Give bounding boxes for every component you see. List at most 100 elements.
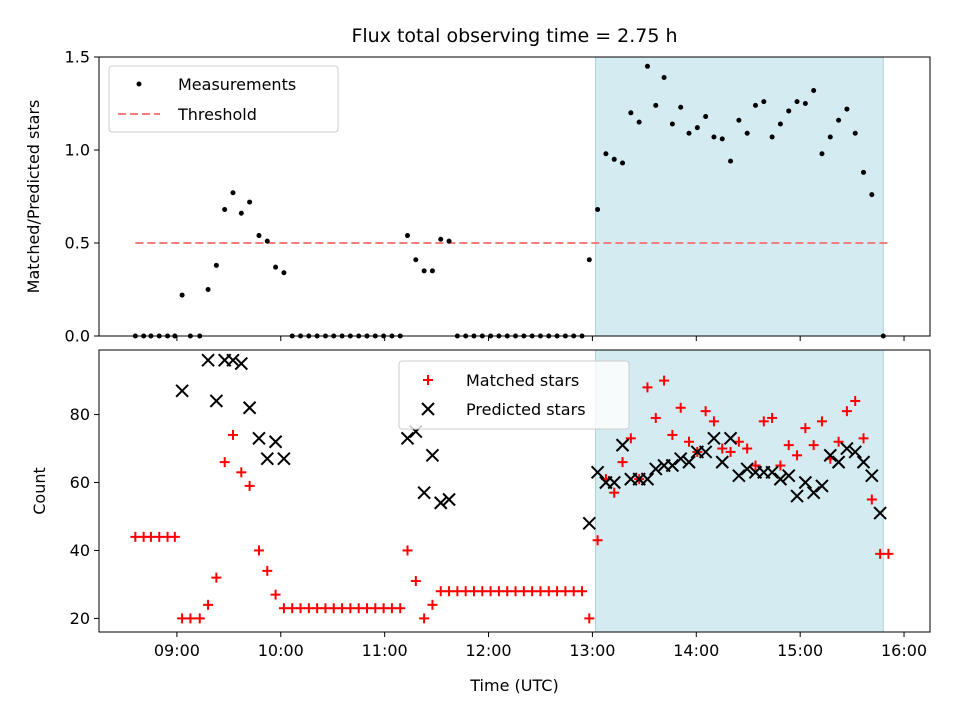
legend-measurements-marker <box>136 81 142 87</box>
measurement-point <box>678 104 684 110</box>
predicted-star-point <box>400 431 415 446</box>
measurement-point <box>644 63 650 69</box>
measurement-point <box>861 169 867 175</box>
matched-star-point <box>211 572 222 583</box>
measurement-point <box>405 233 411 239</box>
bottom-predicted-points <box>175 353 887 530</box>
predicted-star-point <box>790 489 804 503</box>
y-tick-label: 0.0 <box>65 327 90 346</box>
matched-star-point <box>253 545 264 556</box>
measurement-point <box>247 199 253 205</box>
bottom-shaded-region <box>595 349 884 633</box>
matched-star-point <box>219 457 230 468</box>
predicted-star-point <box>277 452 291 466</box>
measurement-point <box>230 190 236 196</box>
predicted-star-point <box>773 472 788 486</box>
predicted-star-point <box>732 469 746 483</box>
measurement-point <box>238 210 244 216</box>
top-y-ticks: 0.0 0.5 1.0 1.5 <box>65 48 99 346</box>
legend-measurements-label: Measurements <box>178 75 296 94</box>
matched-star-point <box>427 599 438 610</box>
chart-title: Flux total observing time = 2.75 h <box>351 25 677 47</box>
bottom-y-axis-label: Count <box>30 467 49 515</box>
measurement-point <box>628 110 634 116</box>
legend-threshold-label: Threshold <box>177 105 257 124</box>
x-tick-label: 10:00 <box>258 641 304 660</box>
matched-star-point <box>841 406 852 417</box>
matched-star-point <box>592 535 603 546</box>
bottom-legend-box <box>398 360 630 430</box>
x-tick-label: 13:00 <box>569 641 615 660</box>
top-panel: Flux total observing time = 2.75 h 0.0 0.… <box>24 25 931 346</box>
predicted-star-point <box>765 465 779 480</box>
predicted-star-point <box>582 516 596 530</box>
predicted-star-point <box>242 401 257 415</box>
predicted-star-point <box>865 469 879 483</box>
measurement-point <box>719 136 725 142</box>
measurement-point <box>769 134 775 140</box>
y-tick-label: 1.5 <box>65 48 90 67</box>
predicted-star-point <box>615 438 630 452</box>
measurement-point <box>429 268 435 274</box>
measurement-point <box>869 192 875 198</box>
predicted-star-point <box>707 431 721 446</box>
matched-star-point <box>584 613 595 624</box>
top-y-axis-label: Matched/Predicted stars <box>24 100 43 294</box>
matched-star-point <box>675 402 686 413</box>
measurement-point <box>636 119 642 125</box>
matched-star-point <box>659 375 670 386</box>
predicted-star-point <box>252 431 266 446</box>
legend-predicted-marker <box>421 402 435 416</box>
predicted-star-point <box>723 431 738 446</box>
y-tick-label: 60 <box>70 473 90 492</box>
predicted-star-point <box>649 462 663 476</box>
predicted-star-point <box>840 441 854 456</box>
predicted-star-point <box>815 479 829 493</box>
top-legend: Measurements Threshold <box>108 65 339 133</box>
measurement-point <box>802 101 808 106</box>
x-tick-label: 12:00 <box>465 641 511 660</box>
matched-star-point <box>733 436 744 447</box>
measurement-point <box>786 108 792 114</box>
matched-star-point <box>419 613 430 624</box>
predicted-star-point <box>417 485 431 500</box>
measurement-point <box>256 233 262 239</box>
matched-star-point <box>792 450 803 461</box>
measurement-point <box>603 151 609 157</box>
predicted-star-point <box>226 353 240 367</box>
predicted-star-point <box>806 485 821 500</box>
matched-star-point <box>244 480 255 491</box>
measurement-point <box>711 134 717 140</box>
measurement-point <box>728 158 734 164</box>
measurement-point <box>761 99 767 105</box>
matched-star-point <box>750 460 761 471</box>
bottom-legend: Matched stars Predicted stars <box>398 360 630 430</box>
predicted-star-point <box>831 455 846 469</box>
top-legend-box <box>108 65 339 133</box>
measurement-point <box>811 87 817 93</box>
predicted-star-point <box>640 472 655 486</box>
matched-star-point <box>410 576 421 587</box>
measurement-point <box>611 156 617 162</box>
legend-matched-label: Matched stars <box>466 371 579 390</box>
predicted-star-point <box>201 353 215 367</box>
predicted-star-point <box>590 465 605 480</box>
x-axis-label: Time (UTC) <box>469 676 558 695</box>
top-x-ticks <box>176 336 905 341</box>
legend-predicted-label: Predicted stars <box>466 400 586 419</box>
bottom-panel: 20 40 60 80 09:00 10:00 11:00 12:00 13:00 14:00 1… <box>30 349 931 695</box>
measurement-point <box>421 268 427 274</box>
measurement-point <box>205 287 211 292</box>
matched-star-point <box>742 443 753 454</box>
matched-star-point <box>708 416 719 427</box>
predicted-star-point <box>740 462 754 476</box>
y-tick-label: 0.5 <box>65 234 90 253</box>
matched-star-point <box>775 460 786 471</box>
measurement-point <box>273 264 279 270</box>
bottom-y-ticks: 20 40 60 80 <box>70 405 99 628</box>
bottom-x-ticks: 09:00 10:00 11:00 12:00 13:00 14:00 15:00 16:00 <box>154 632 927 660</box>
matched-star-point <box>236 467 247 478</box>
matched-star-point <box>227 429 238 440</box>
predicted-star-point <box>268 435 283 449</box>
